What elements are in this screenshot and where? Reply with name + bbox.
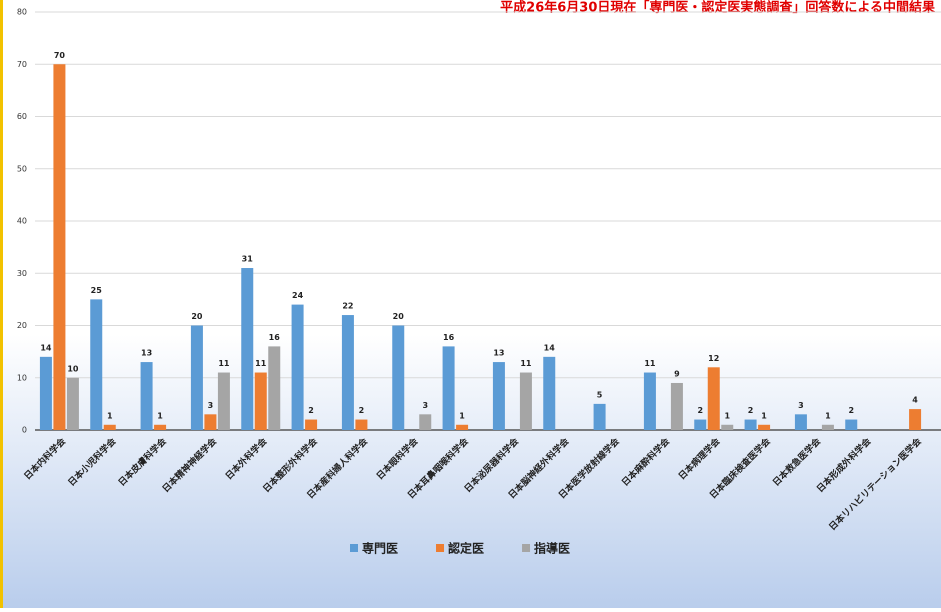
- data-label: 16: [269, 333, 281, 342]
- left-border: [0, 0, 3, 608]
- data-label: 22: [342, 302, 353, 311]
- data-label: 1: [761, 411, 767, 420]
- data-label: 3: [798, 401, 804, 410]
- bar: [593, 403, 606, 430]
- bar: [103, 424, 116, 430]
- bar: [305, 419, 318, 430]
- bar: [543, 356, 556, 430]
- data-label: 1: [459, 411, 465, 420]
- data-label: 1: [825, 411, 831, 420]
- bar: [492, 362, 505, 430]
- data-label: 3: [422, 401, 428, 410]
- bar: [821, 424, 834, 430]
- bar: [456, 424, 469, 430]
- data-label: 2: [848, 406, 854, 415]
- data-label: 25: [91, 286, 103, 295]
- data-label: 11: [520, 359, 532, 368]
- data-label: 5: [597, 390, 603, 399]
- bar: [909, 409, 922, 430]
- data-label: 10: [67, 364, 79, 373]
- data-label: 31: [242, 255, 254, 264]
- bar: [744, 419, 757, 430]
- data-label: 20: [393, 312, 405, 321]
- bar: [643, 372, 656, 430]
- data-label: 1: [724, 411, 730, 420]
- legend-swatch: [350, 544, 358, 552]
- bar: [268, 346, 281, 430]
- legend-label: 認定医: [448, 541, 484, 556]
- y-tick-label: 10: [17, 373, 27, 382]
- bar: [291, 304, 304, 430]
- y-tick-label: 80: [17, 8, 27, 17]
- data-label: 13: [493, 349, 504, 358]
- bar: [90, 299, 103, 430]
- bar: [694, 419, 707, 430]
- bar: [845, 419, 858, 430]
- bar: [53, 64, 66, 430]
- data-label: 1: [107, 411, 113, 420]
- data-label: 12: [708, 354, 719, 363]
- legend-label: 専門医: [362, 541, 398, 556]
- data-label: 11: [218, 359, 230, 368]
- y-tick-label: 0: [22, 426, 27, 435]
- data-label: 13: [141, 349, 152, 358]
- y-tick-label: 50: [17, 164, 27, 173]
- bar: [140, 362, 153, 430]
- data-label: 2: [308, 406, 314, 415]
- bar: [721, 424, 734, 430]
- bar: [190, 325, 203, 430]
- data-label: 16: [443, 333, 455, 342]
- y-tick-label: 40: [17, 217, 27, 226]
- legend-swatch: [436, 544, 445, 552]
- bar: [794, 414, 807, 430]
- bar: [241, 268, 254, 430]
- data-label: 2: [748, 406, 754, 415]
- legend-label: 指導医: [534, 541, 570, 556]
- data-label: 14: [544, 343, 556, 352]
- data-label: 24: [292, 291, 304, 300]
- data-label: 2: [359, 406, 365, 415]
- data-label: 11: [255, 359, 267, 368]
- y-tick-label: 70: [17, 60, 27, 69]
- data-label: 70: [54, 51, 66, 60]
- data-label: 9: [674, 369, 680, 378]
- bar: [341, 315, 354, 430]
- data-label: 4: [912, 396, 918, 405]
- bar: [392, 325, 405, 430]
- data-label: 14: [40, 343, 52, 352]
- y-tick-label: 20: [17, 321, 27, 330]
- bar: [419, 414, 432, 430]
- bar: [519, 372, 532, 430]
- bar: [758, 424, 771, 430]
- data-label: 1: [157, 411, 163, 420]
- bar: [355, 419, 368, 430]
- data-label: 2: [697, 406, 703, 415]
- data-label: 20: [191, 312, 203, 321]
- legend-swatch: [522, 544, 531, 552]
- bar: [217, 372, 230, 430]
- y-tick-label: 60: [17, 112, 27, 121]
- y-tick-label: 30: [17, 269, 27, 278]
- data-label: 11: [644, 359, 656, 368]
- bar: [154, 424, 167, 430]
- bar: [254, 372, 267, 430]
- bar: [66, 377, 79, 430]
- bar: [707, 367, 720, 430]
- bar: [442, 346, 455, 430]
- data-label: 3: [208, 401, 214, 410]
- bar: [204, 414, 217, 430]
- bar: [39, 356, 52, 430]
- chart-title: 平成26年6月30日現在「専門医・認定医実態調査」回答数による中間結果: [500, 0, 935, 16]
- bar: [670, 382, 683, 430]
